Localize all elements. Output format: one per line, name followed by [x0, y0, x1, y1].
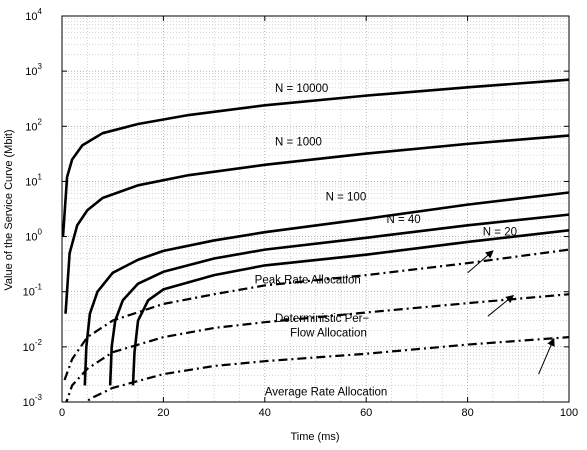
annotation-avg: Average Rate Allocation	[265, 387, 388, 399]
series-line-5	[131, 228, 569, 386]
y-tick-base: 10	[25, 232, 37, 244]
y-tick-exponent: 3	[38, 62, 43, 71]
series-line-4	[108, 213, 569, 386]
x-tick-label: 100	[560, 407, 578, 419]
y-tick-exponent: -2	[35, 338, 43, 347]
x-tick-label: 60	[360, 407, 372, 419]
y-tick-exponent: -1	[35, 283, 43, 292]
annotation-n10000: N = 10000	[275, 83, 328, 95]
x-tick-label: 0	[59, 407, 65, 419]
y-tick-exponent: -3	[35, 393, 43, 402]
y-tick-base: 10	[23, 342, 35, 354]
y-tick-label: 102	[25, 117, 42, 133]
data-series	[62, 78, 569, 402]
series-line-2	[64, 134, 569, 314]
y-tick-label: 10-1	[23, 283, 43, 299]
grid-lines	[62, 16, 569, 402]
y-tick-label: 10-3	[23, 393, 43, 409]
y-tick-base: 10	[25, 121, 37, 133]
y-tick-base: 10	[23, 287, 35, 299]
series-line-1	[62, 78, 569, 237]
annotation-peak: Peak Rate Allocation	[255, 275, 361, 287]
annotation-n100: N = 100	[326, 192, 367, 204]
y-tick-base: 10	[23, 397, 35, 409]
y-tick-label: 103	[25, 62, 42, 78]
y-tick-exponent: 0	[38, 228, 43, 237]
y-tick-exponent: 4	[38, 7, 43, 16]
annotation-arrow-avg	[538, 337, 555, 375]
annotation-n20: N = 20	[483, 226, 517, 238]
x-tick-label: 20	[157, 407, 169, 419]
y-tick-base: 10	[25, 11, 37, 23]
series-line-3	[83, 191, 569, 386]
y-tick-exponent: 1	[38, 172, 43, 181]
x-axis-label: Time (ms)	[290, 431, 339, 443]
series-line-7	[65, 293, 569, 402]
y-axis-label: Value of the Service Curve (Mbit)	[3, 129, 15, 290]
x-tick-label: 40	[259, 407, 271, 419]
y-tick-base: 10	[25, 66, 37, 78]
series-line-8	[83, 336, 569, 402]
annotation-n1000: N = 1000	[275, 136, 322, 148]
plot-frame	[61, 15, 570, 403]
y-tick-base: 10	[25, 176, 37, 188]
annotation-arrow-det1	[487, 294, 515, 317]
annotation-arrow-peak	[467, 250, 494, 274]
annotation-det2: Flow Allocation	[290, 327, 367, 339]
series-line-6	[63, 248, 569, 381]
x-tick-label: 80	[461, 407, 473, 419]
annotation-det1: Deterministic Per−	[275, 313, 370, 325]
annotation-n40: N = 40	[386, 214, 420, 226]
y-tick-label: 100	[25, 228, 42, 244]
y-tick-label: 10-2	[23, 338, 43, 354]
y-tick-exponent: 2	[38, 117, 43, 126]
y-tick-label: 104	[25, 7, 42, 23]
y-tick-label: 101	[25, 172, 42, 188]
annotations: N = 10000 N = 1000 N = 100 N = 40 N = 20 Peak…	[255, 83, 555, 399]
